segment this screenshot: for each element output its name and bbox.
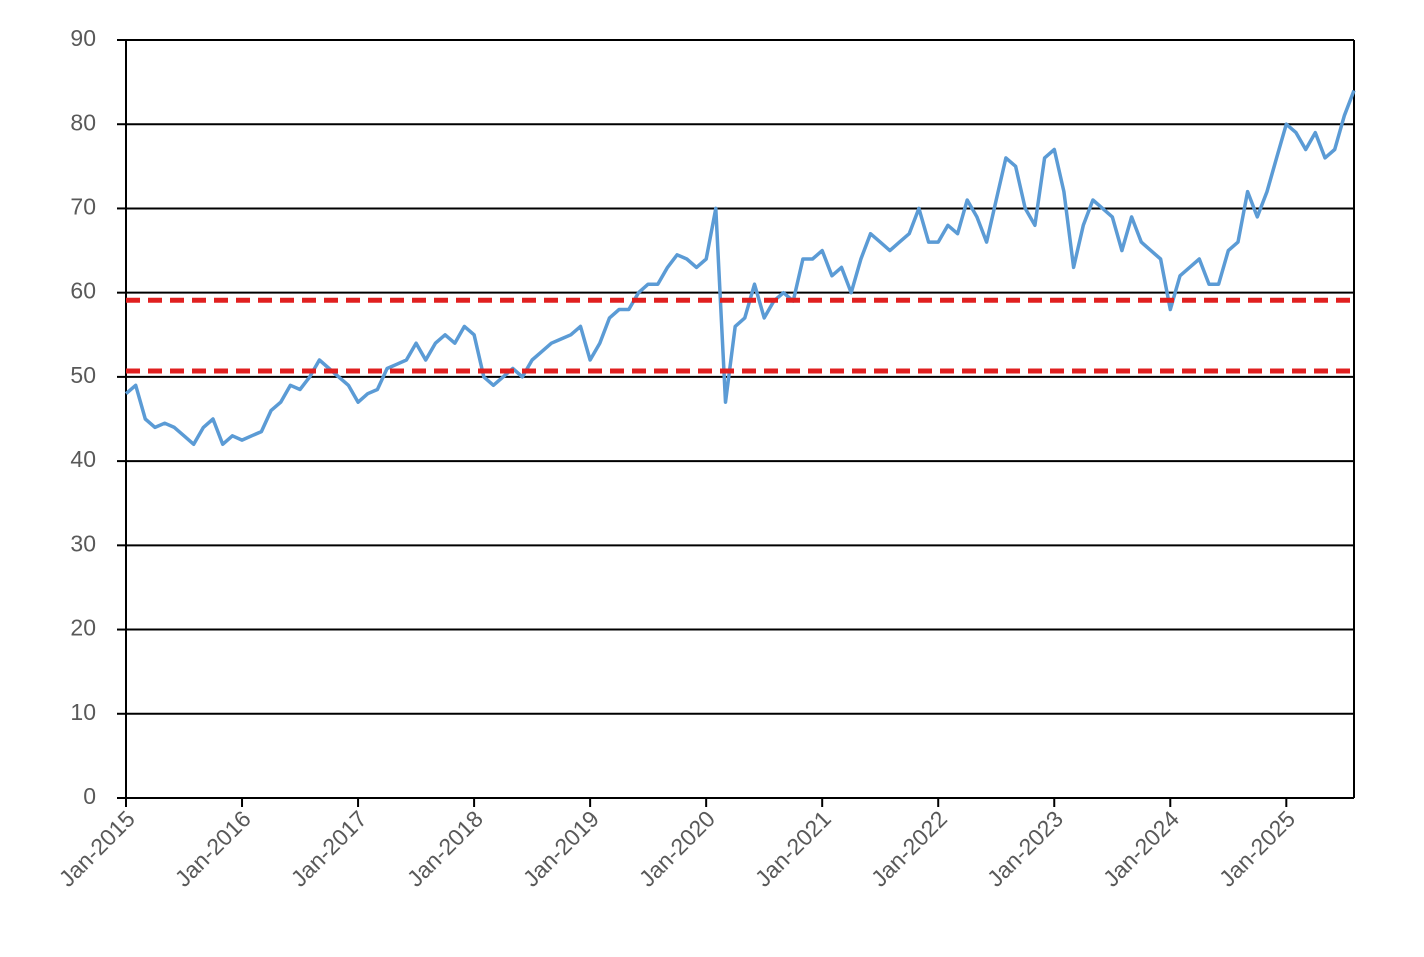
y-tick-label: 10 [70,699,96,725]
data-line [124,89,1356,447]
x-tick-label: Jan-2019 [518,805,604,891]
x-tick-label: Jan-2023 [982,805,1068,891]
x-tick-label: Jan-2024 [1098,805,1184,891]
x-tick-label: Jan-2025 [1214,805,1300,891]
y-tick-label: 50 [70,362,96,388]
y-tick-label: 30 [70,530,96,556]
y-tick-label: 70 [70,194,96,220]
y-tick-label: 60 [70,278,96,304]
x-tick-label: Jan-2016 [170,805,256,891]
y-tick-label: 40 [70,446,96,472]
y-tick-label: 80 [70,109,96,135]
x-tick-label: Jan-2015 [54,805,140,891]
y-tick-label: 20 [70,615,96,641]
x-tick-label: Jan-2018 [402,805,488,891]
x-tick-label: Jan-2022 [866,805,952,891]
x-tick-label: Jan-2017 [286,805,372,891]
x-tick-label: Jan-2020 [634,805,720,891]
y-tick-label: 90 [70,25,96,51]
y-tick-label: 0 [83,783,96,809]
x-tick-label: Jan-2021 [750,805,836,891]
